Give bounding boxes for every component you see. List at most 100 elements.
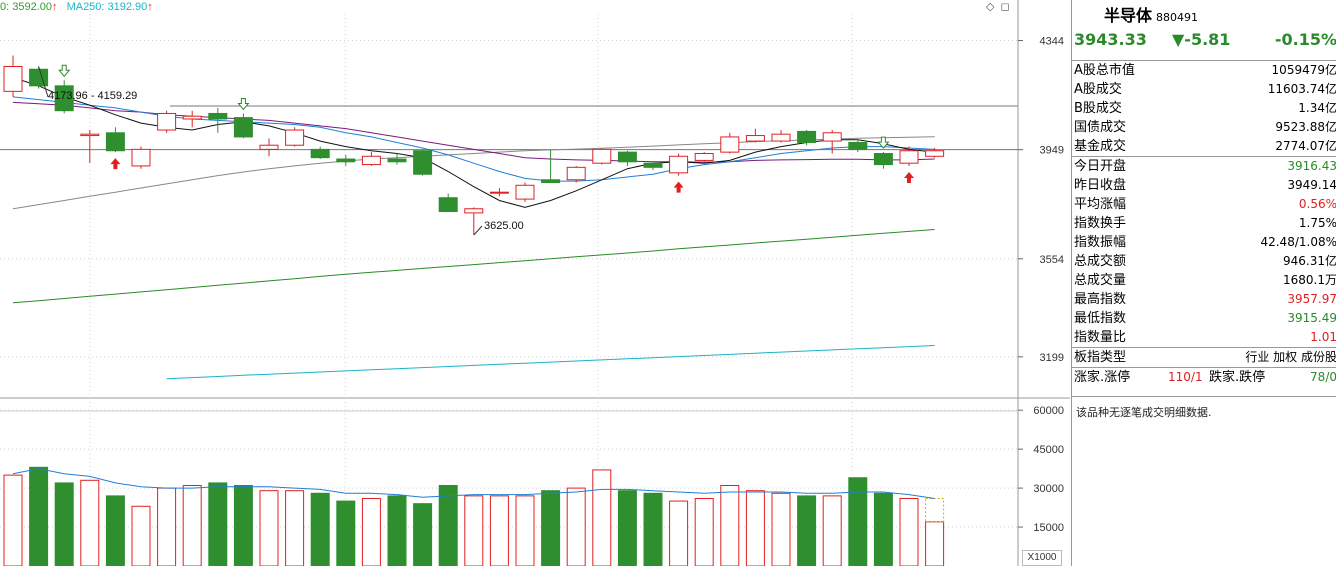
stat-row: 平均涨幅 0.56% — [1072, 195, 1336, 214]
decline-value: 78/0 — [1310, 370, 1336, 384]
volume-bar — [387, 495, 407, 566]
stat-value: 42.48/1.08% — [1260, 235, 1336, 249]
volume-bar — [259, 490, 279, 566]
volume-bar — [899, 497, 919, 566]
volume-bar — [208, 482, 228, 566]
ma120-line — [12, 229, 935, 304]
volume-bar — [566, 487, 586, 566]
stat-value: 3915.49 — [1287, 311, 1336, 325]
stat-label: 基金成交 — [1074, 139, 1127, 154]
stat-value: 3957.97 — [1287, 292, 1336, 306]
stat-value: 2774.07亿 — [1275, 139, 1336, 153]
ma10-line — [12, 96, 935, 182]
volume-bar — [873, 492, 893, 566]
stat-row: A股总市值 1059479亿 — [1072, 61, 1336, 80]
candle-body — [694, 153, 714, 161]
volume-bar — [336, 500, 356, 566]
chart-area[interactable]: 4344 3949 3554 3199 60000 45000 30000 15000 0: … — [0, 0, 1070, 566]
candle-body — [387, 158, 407, 163]
high-annotation-leader — [38, 66, 49, 98]
stat-row: 最低指数 3915.49 — [1072, 309, 1336, 328]
candle-body — [80, 133, 100, 137]
volume-bar — [745, 490, 765, 566]
volume-bar — [285, 490, 305, 566]
volume-bar — [592, 469, 612, 566]
ma-a-value: 0: 3592.00 — [0, 1, 52, 13]
stat-row: 指数量比 1.01 — [1072, 328, 1336, 347]
stat-row: 基金成交 2774.07亿 — [1072, 137, 1336, 156]
stat-label: 今日开盘 — [1074, 159, 1127, 174]
stat-value: 11603.74亿 — [1267, 82, 1336, 96]
candle-body — [259, 144, 279, 150]
volume-bar — [515, 495, 535, 566]
stat-row: 今日开盘 3916.43 — [1072, 156, 1336, 176]
candle-body — [29, 68, 49, 87]
volume-bar — [797, 495, 817, 566]
volume-bar — [848, 477, 868, 566]
decline-label: 跌家.跌停 — [1209, 370, 1266, 385]
stat-value: 1680.1万 — [1283, 273, 1336, 287]
stat-row: 指数振幅 42.48/1.08% — [1072, 233, 1336, 252]
advance-value: 110/1 — [1168, 370, 1203, 384]
advance-decline-row: 涨家.涨停 110/1 跌家.跌停 78/0 — [1072, 367, 1336, 387]
volume-bar — [694, 497, 714, 566]
candle-body — [771, 133, 791, 142]
info-panel: 半导体 880491 3943.33 ▼-5.81 -0.15% A股总市值 105… — [1071, 0, 1336, 566]
panel-divider — [1072, 396, 1336, 397]
stat-value: 1059479亿 — [1271, 63, 1336, 77]
stat-value: 3916.43 — [1287, 159, 1336, 173]
volume-bar — [80, 479, 100, 566]
sell-arrow-icon — [877, 136, 890, 149]
volume-forecast-bar — [925, 497, 945, 523]
candle-body — [285, 129, 305, 146]
volume-bar — [3, 474, 23, 566]
candle-body — [489, 191, 509, 194]
diamond-icon[interactable]: ◇ — [986, 1, 995, 13]
quote-row: 3943.33 ▼-5.81 -0.15% — [1072, 30, 1336, 52]
candle-body — [413, 150, 433, 175]
stat-label: 指数换手 — [1074, 216, 1127, 231]
stats-table: A股总市值 1059479亿 A股成交 11603.74亿 B股成交 1.34亿 国债成交 9… — [1072, 60, 1336, 387]
advance-label: 涨家.涨停 — [1074, 370, 1131, 385]
stat-value: 1.34亿 — [1298, 101, 1336, 115]
volume-bar — [105, 495, 125, 566]
volume-bar — [438, 485, 458, 566]
stat-value: 3949.14 — [1287, 178, 1336, 192]
stat-row: 国债成交 9523.88亿 — [1072, 118, 1336, 137]
sell-arrow-icon — [237, 97, 250, 111]
volume-ma-line — [12, 468, 935, 499]
candle-body — [797, 130, 817, 143]
high-price-annotation: 4173.96 - 4159.29 — [48, 90, 138, 102]
chart-toolbar: ◇ ◻ — [986, 0, 1016, 13]
price-tick-label: 3199 — [1040, 352, 1064, 364]
volume-bar — [131, 505, 151, 566]
minimize-icon[interactable]: ◻ — [1000, 1, 1010, 13]
kline-chart-svg[interactable]: 4344 3949 3554 3199 60000 45000 30000 15000 — [0, 0, 1070, 566]
price-tick-label: 3949 — [1040, 145, 1064, 157]
stat-label: 指数振幅 — [1074, 235, 1127, 250]
ma-legend: 0: 3592.00↑ MA250: 3192.90↑ — [0, 0, 153, 14]
volume-bar — [669, 500, 689, 566]
stat-value: 946.31亿 — [1283, 254, 1336, 268]
index-code: 880491 — [1156, 11, 1199, 24]
candle-body — [541, 179, 561, 184]
low-annotation-leader — [473, 225, 483, 236]
candle-body — [669, 155, 689, 174]
volume-bar — [643, 492, 663, 566]
volume-bar — [233, 485, 253, 566]
buy-arrow-icon — [673, 181, 684, 193]
stat-value: 1.75% — [1298, 216, 1336, 230]
candle-body — [899, 150, 919, 164]
volume-bar — [489, 495, 509, 566]
candle-body — [643, 162, 663, 168]
panel-title: 半导体 880491 — [1104, 2, 1198, 26]
candle-body — [233, 117, 253, 138]
candle-body — [925, 150, 945, 157]
candle-body — [822, 132, 842, 142]
stat-value: 行业 加权 成份股 — [1245, 350, 1336, 364]
ma-250-arrow-icon: ↑ — [147, 1, 153, 13]
stat-label: A股总市值 — [1074, 63, 1135, 78]
stat-label: 总成交量 — [1074, 273, 1127, 288]
stat-label: 最高指数 — [1074, 292, 1127, 307]
stat-label: B股成交 — [1074, 101, 1122, 116]
